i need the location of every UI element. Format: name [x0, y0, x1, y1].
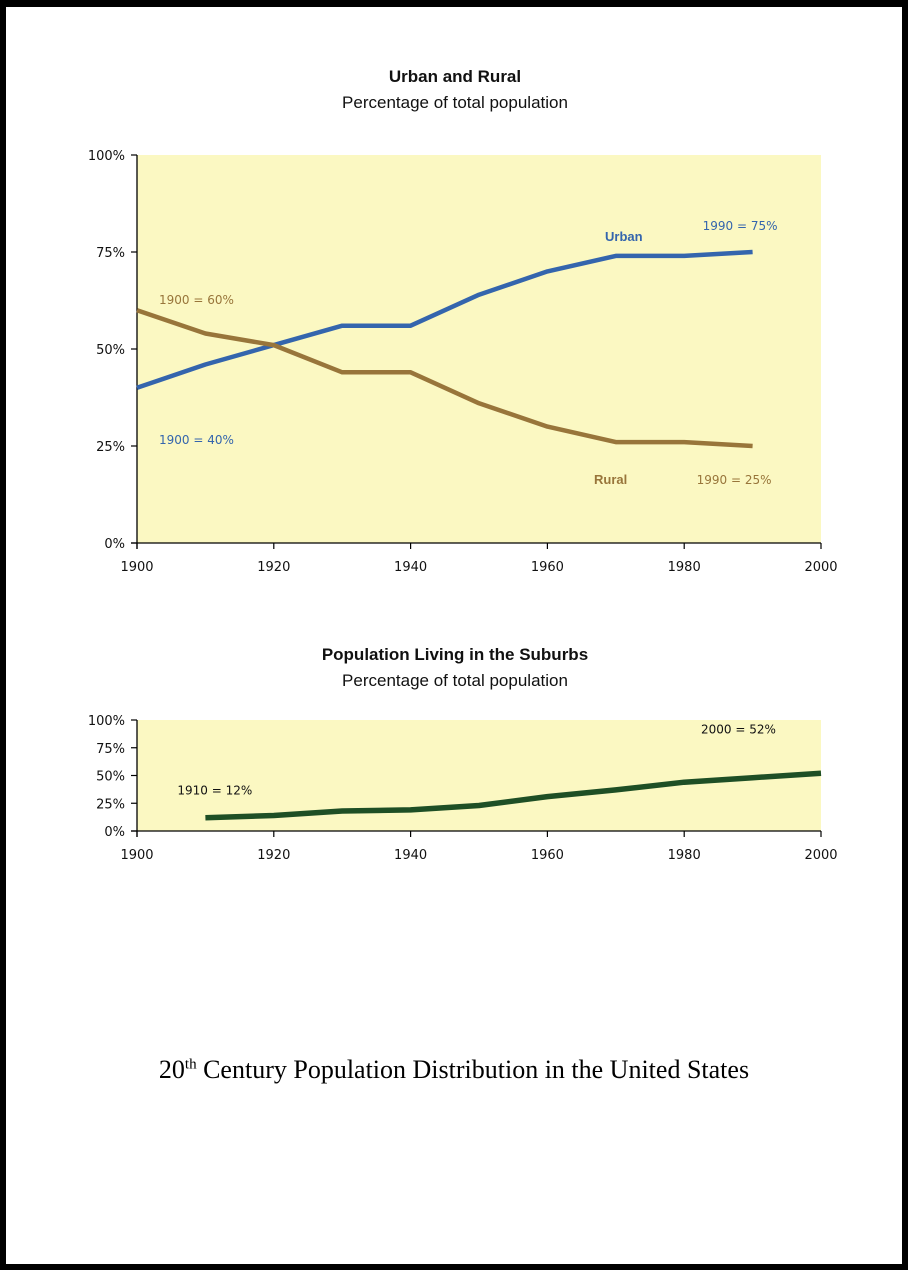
chart-subtitle: Percentage of total population — [342, 671, 568, 690]
rural-end-label: 1990 = 25% — [697, 473, 772, 487]
chart-subtitle: Percentage of total population — [342, 93, 568, 112]
y-tick-label: 100% — [88, 714, 125, 729]
urban-start-label: 1900 = 40% — [159, 433, 234, 447]
x-tick-label: 1980 — [668, 560, 701, 575]
y-tick-label: 0% — [104, 537, 125, 552]
chart-title: Population Living in the Suburbs — [322, 645, 588, 664]
y-tick-label: 25% — [96, 440, 125, 455]
x-tick-label: 1900 — [120, 848, 153, 863]
plot-area — [137, 720, 821, 831]
figure-caption: 20th Century Population Distribution in … — [0, 1055, 908, 1085]
caption-text: Century Population Distribution in the U… — [196, 1055, 750, 1084]
suburbs-start-label: 1910 = 12% — [177, 784, 252, 798]
x-tick-label: 1980 — [668, 848, 701, 863]
x-tick-label: 2000 — [804, 560, 837, 575]
rural-start-label: 1900 = 60% — [159, 293, 234, 307]
chart-title: Urban and Rural — [389, 67, 521, 86]
x-tick-label: 1920 — [257, 848, 290, 863]
y-tick-label: 50% — [96, 343, 125, 358]
y-tick-label: 25% — [96, 797, 125, 812]
suburbs-end-label: 2000 = 52% — [701, 722, 776, 736]
series-label: Rural — [594, 472, 627, 487]
x-tick-label: 2000 — [804, 848, 837, 863]
rural-line — [136, 308, 753, 449]
y-tick-label: 0% — [104, 825, 125, 840]
y-tick-label: 75% — [96, 742, 125, 757]
suburbs-line — [205, 770, 822, 821]
caption-superscript: th — [184, 1056, 197, 1073]
x-tick-label: 1960 — [531, 560, 564, 575]
x-tick-label: 1940 — [394, 560, 427, 575]
y-tick-label: 75% — [96, 246, 125, 261]
caption-prefix: 20 — [158, 1055, 185, 1084]
urban-end-label: 1990 = 75% — [703, 219, 778, 233]
x-tick-label: 1900 — [120, 560, 153, 575]
series-label: Urban — [605, 229, 643, 244]
x-tick-label: 1920 — [257, 560, 290, 575]
y-tick-label: 50% — [96, 770, 125, 785]
urban-line — [136, 249, 753, 390]
x-tick-label: 1960 — [531, 848, 564, 863]
y-tick-label: 100% — [88, 149, 125, 164]
x-tick-label: 1940 — [394, 848, 427, 863]
plot-area — [137, 155, 821, 543]
